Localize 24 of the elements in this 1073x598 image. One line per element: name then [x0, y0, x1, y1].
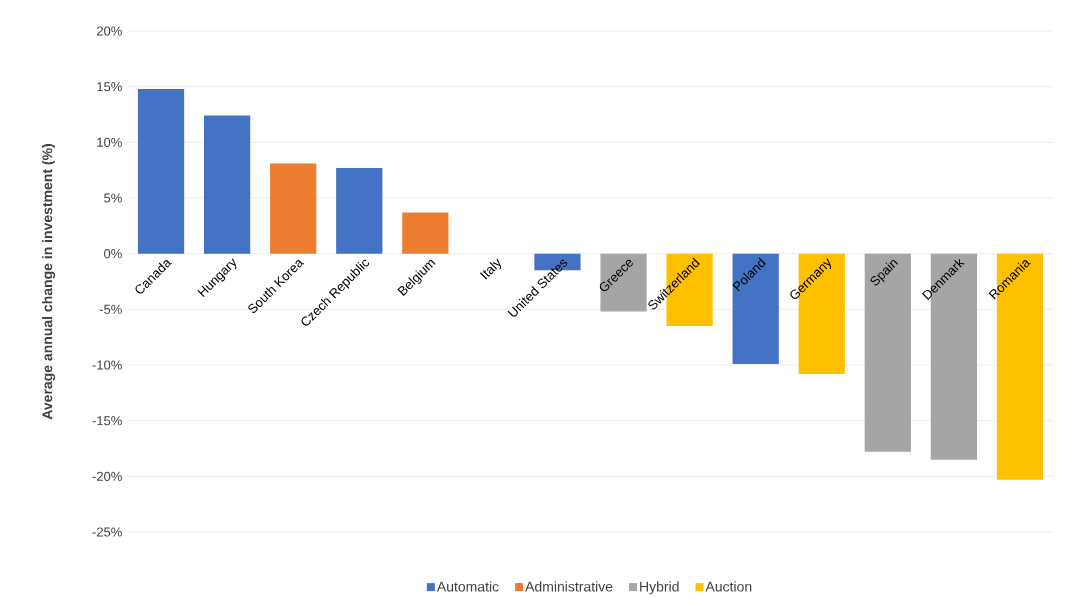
legend-label: Auction — [705, 581, 752, 592]
bar — [203, 115, 251, 254]
y-tick-label: -25% — [92, 527, 122, 537]
y-tick-label: -20% — [92, 471, 122, 481]
legend-label: Hybrid — [640, 581, 679, 595]
legend-label: Automatic — [436, 581, 499, 592]
bar — [270, 163, 317, 254]
y-tick-label: 15% — [97, 82, 122, 92]
y-axis-title: Average annual change in investment (%) — [41, 143, 56, 420]
bar — [732, 253, 779, 364]
legend-label: Administrative — [525, 581, 613, 592]
bar — [137, 88, 185, 254]
bar — [600, 253, 647, 312]
y-tick-label: -15% — [92, 416, 122, 426]
y-tick-label: -5% — [99, 304, 122, 314]
bar — [864, 253, 911, 452]
y-tick-label: 0% — [104, 249, 122, 259]
x-tick-label: Italy — [479, 258, 502, 280]
y-tick-label: 10% — [97, 137, 122, 147]
y-tick-label: -10% — [92, 360, 122, 370]
y-tick-label: 20% — [96, 26, 122, 36]
bar — [336, 167, 383, 254]
y-tick-label: 5% — [104, 193, 122, 203]
bar — [402, 212, 449, 254]
